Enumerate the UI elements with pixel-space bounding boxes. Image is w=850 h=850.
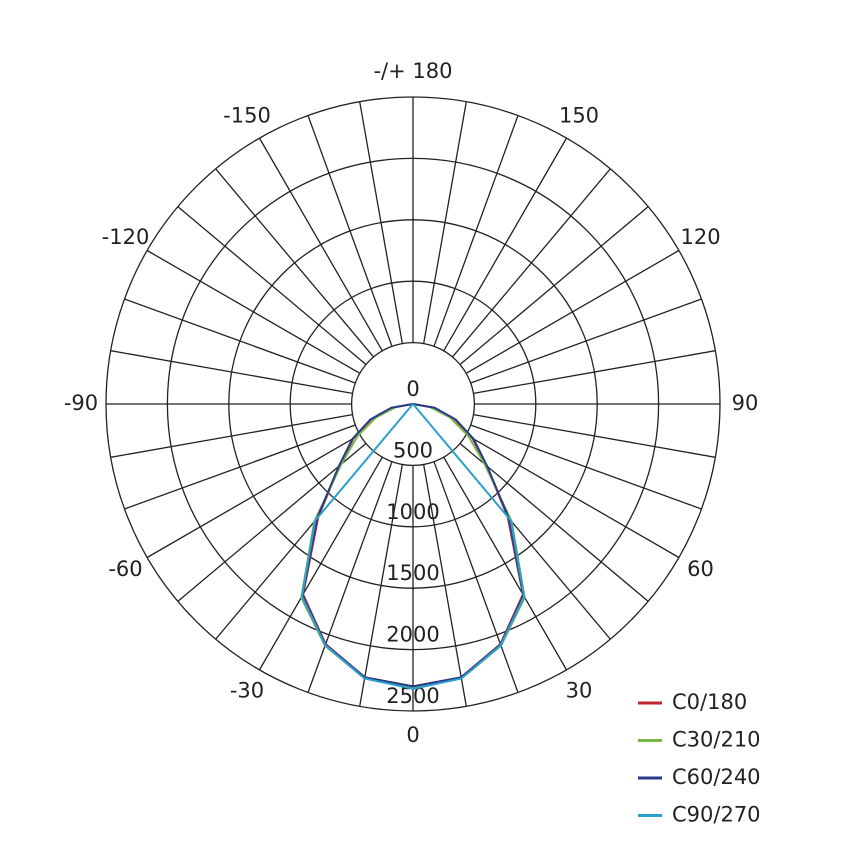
ring bbox=[105, 96, 721, 712]
legend-label: C30/210 bbox=[672, 728, 761, 752]
ring bbox=[228, 219, 598, 589]
angle-tick-label: -30 bbox=[230, 679, 264, 703]
ring bbox=[166, 157, 660, 651]
angle-tick-label: 60 bbox=[687, 557, 714, 581]
angle-tick-label: -90 bbox=[64, 391, 98, 415]
legend-label: C60/240 bbox=[672, 765, 761, 789]
r-tick-label: 500 bbox=[393, 438, 433, 462]
angle-tick-label: 0 bbox=[406, 723, 419, 747]
ring bbox=[350, 341, 476, 467]
legend-label: C0/180 bbox=[672, 690, 747, 714]
angle-tick-label: 150 bbox=[559, 103, 599, 127]
r-tick-label: 0 bbox=[406, 377, 419, 401]
angle-tick-label: 30 bbox=[566, 679, 593, 703]
series-line bbox=[300, 403, 526, 690]
legend-label: C90/270 bbox=[672, 803, 761, 827]
r-tick-label: 1500 bbox=[386, 561, 439, 585]
angle-tick-label: -/+ 180 bbox=[373, 59, 452, 83]
angle-tick-label: -120 bbox=[102, 225, 150, 249]
angle-tick-label: 90 bbox=[732, 391, 759, 415]
angle-tick-label: 120 bbox=[680, 225, 720, 249]
angle-tick-label: -60 bbox=[108, 557, 142, 581]
ring bbox=[289, 280, 537, 528]
angle-tick-label: -150 bbox=[223, 103, 271, 127]
r-tick-label: 2000 bbox=[386, 623, 439, 647]
r-tick-label: 1000 bbox=[386, 500, 439, 524]
series-line bbox=[300, 403, 526, 689]
series-line bbox=[301, 403, 525, 688]
